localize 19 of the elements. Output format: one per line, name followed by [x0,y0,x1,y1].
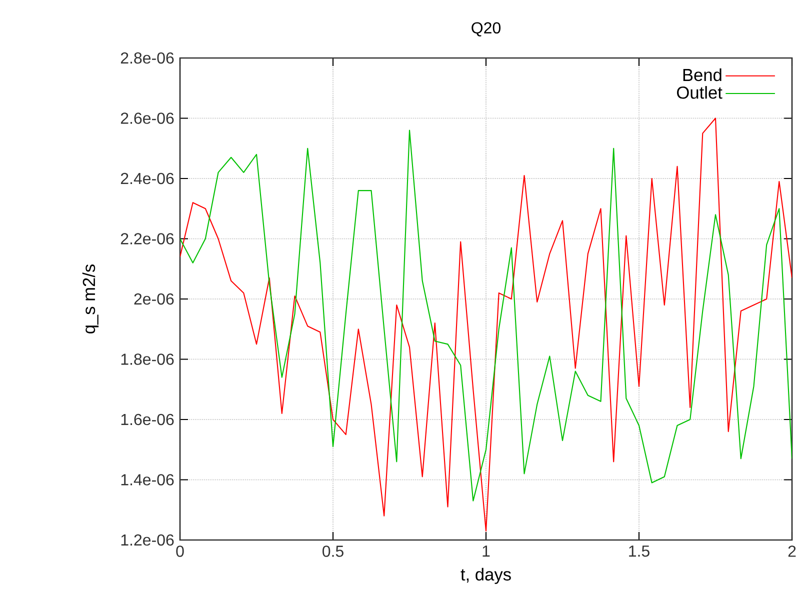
x-tick-label: 0 [176,546,184,557]
x-tick-label: 0.5 [322,546,344,557]
legend-label: Outlet [677,86,722,99]
y-tick-label: 1.8e-06 [121,354,174,365]
y-tick-label: 2.4e-06 [120,172,174,184]
x-axis-title: t, days [460,568,511,584]
y-tick-label: 1.2e-06 [121,534,174,546]
y-tick-label: 2e-06 [134,293,174,305]
x-tick-label: 1.5 [629,546,650,557]
x-tick-label: 1 [482,546,490,557]
y-tick-label: 2.6e-06 [120,112,174,124]
y-tick-label: 2.8e-06 [120,52,174,64]
chart-title: Q20 [472,22,501,36]
y-tick-label: 2.2e-06 [120,233,174,244]
x-tick-label: 2 [788,546,796,557]
legend-label: Bend [683,68,722,82]
y-axis-title: q_s m2/s [82,264,99,334]
y-tick-label: 1.4e-06 [121,474,174,486]
y-tick-label: 1.6e-06 [121,414,174,426]
